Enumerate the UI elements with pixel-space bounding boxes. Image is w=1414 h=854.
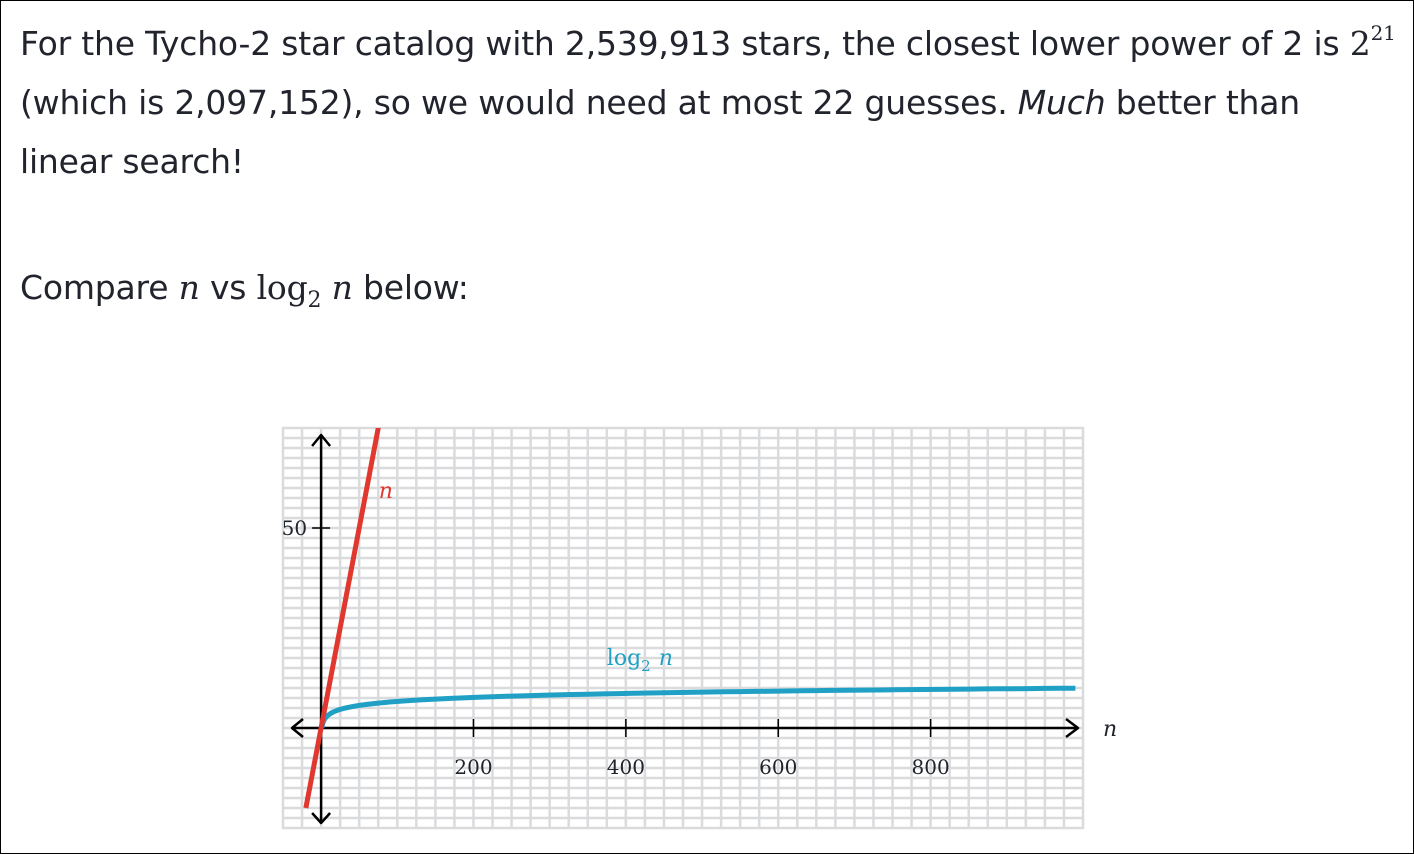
y-axis-arrow-bottom <box>311 812 332 825</box>
p2-log: log <box>256 268 308 307</box>
x-tick-label: 400 <box>607 755 645 779</box>
p1-text-a: For the Tycho-2 star catalog with 2,539,… <box>20 24 1350 63</box>
x-axis-arrow-left <box>290 718 304 738</box>
p1-emphasis: Much <box>1017 83 1106 122</box>
log-label-base: 2 <box>641 657 651 675</box>
p1-text-b: (which is 2,097,152), so we would need a… <box>20 83 1018 122</box>
x-tick-label: 200 <box>454 755 492 779</box>
chart-axes <box>290 433 1080 825</box>
p2-text-c: below: <box>352 268 469 307</box>
chart-ticks: 200 400 600 800 50 <box>282 516 950 779</box>
series-n-line <box>303 428 381 809</box>
series-log2-n-label: log2 n <box>607 646 673 675</box>
p2-log-base: 2 <box>307 288 322 313</box>
power-base: 2 <box>1349 24 1371 63</box>
log-label-var: n <box>659 646 673 671</box>
p2-text-a: Compare <box>20 268 179 307</box>
x-tick-label: 600 <box>759 755 797 779</box>
series-log2-n-line <box>319 685 1076 729</box>
p1-text-c: better than linear search! <box>20 83 1301 181</box>
p2-var-n: n <box>178 268 200 307</box>
log-label-main: log <box>607 646 641 671</box>
x-axis-label: n <box>1103 717 1117 742</box>
y-tick-label: 50 <box>282 516 307 540</box>
x-tick-label: 800 <box>912 755 950 779</box>
paragraph-tycho: For the Tycho-2 star catalog with 2,539,… <box>20 14 1400 191</box>
y-axis-arrow-top <box>311 433 332 447</box>
series-n-label: n <box>379 479 393 504</box>
p2-text-b: vs <box>199 268 257 307</box>
p2-var-n2: n <box>331 268 353 307</box>
x-axis-arrow-right <box>1065 718 1080 738</box>
paragraph-compare: Compare n vs log2 n below: <box>20 258 469 317</box>
power-exponent: 21 <box>1370 21 1396 45</box>
chart-grid <box>281 426 1085 830</box>
chart-series <box>303 428 1076 809</box>
